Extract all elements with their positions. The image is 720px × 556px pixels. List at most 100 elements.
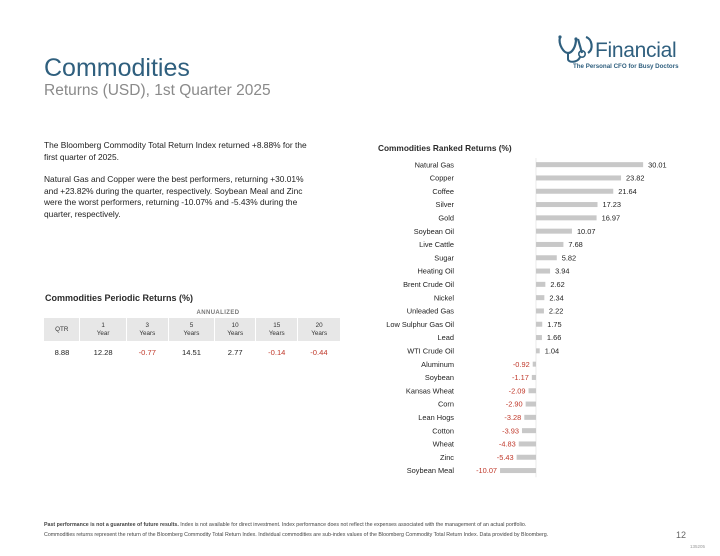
value-label-copper: 23.82 — [626, 174, 645, 183]
ranked-returns-chart: Natural Gas 30.01 Copper 23.82 Coffee 21.64 Si… — [386, 158, 667, 478]
category-label-kansas-wheat: Kansas Wheat — [406, 386, 454, 395]
category-label-corn: Corn — [438, 400, 454, 409]
category-label-natural-gas: Natural Gas — [415, 160, 455, 169]
bar-live-cattle — [536, 241, 564, 247]
header-qtr: QTR — [44, 318, 81, 341]
bar-aluminum — [532, 361, 536, 367]
table-row: 8.88 12.28 -0.77 14.51 2.77 -0.14 -0.44 — [44, 341, 340, 363]
category-label-heating-oil: Heating Oil — [417, 267, 454, 276]
value-20-years: -0.44 — [310, 347, 328, 357]
bar-heating-oil — [536, 268, 551, 274]
category-label-zinc: Zinc — [440, 453, 454, 462]
document-id: 135205 — [690, 544, 706, 549]
value-5-years: 14.51 — [181, 347, 201, 357]
value-label-wheat: -4.83 — [499, 440, 516, 449]
value-label-cotton: -3.93 — [502, 426, 519, 435]
disclaimer-line-2: Commodities returns represent the return… — [44, 532, 549, 538]
category-label-low-sulphur-gas-oil: Low Sulphur Gas Oil — [386, 320, 454, 329]
category-label-nickel: Nickel — [434, 293, 454, 302]
intro-paragraph-1: The Bloomberg Commodity Total Return Ind… — [44, 140, 307, 162]
bar-sugar — [536, 255, 557, 261]
value-qtr: 8.88 — [54, 347, 70, 357]
category-label-coffee: Coffee — [432, 187, 454, 196]
category-label-live-cattle: Live Cattle — [419, 240, 454, 249]
value-label-unleaded-gas: 2.22 — [549, 307, 563, 316]
category-label-aluminum: Aluminum — [421, 360, 454, 369]
category-label-wheat: Wheat — [433, 440, 454, 449]
bar-coffee — [536, 188, 614, 194]
header-5-years: 5 Years — [168, 318, 216, 341]
bar-soybean — [531, 374, 536, 380]
bar-soybean-meal — [500, 468, 536, 474]
value-label-soybean: -1.17 — [512, 373, 529, 382]
bar-soybean-oil — [536, 228, 572, 234]
header-3-years: 3 Years — [126, 318, 169, 341]
bar-gold — [536, 215, 597, 221]
value-label-zinc: -5.43 — [497, 453, 514, 462]
page-title: Commodities — [44, 54, 190, 82]
category-label-sugar: Sugar — [434, 253, 454, 262]
company-logo: Financial The Personal CFO for Busy Doct… — [554, 33, 684, 75]
logo-wordmark: Financial — [595, 39, 677, 62]
value-label-lean-hogs: -3.28 — [504, 413, 521, 422]
header-10-years: 10 Years — [214, 318, 257, 341]
value-label-wti-crude-oil: 1.04 — [545, 346, 559, 355]
value-label-live-cattle: 7.68 — [568, 240, 582, 249]
value-label-kansas-wheat: -2.09 — [509, 386, 526, 395]
value-label-heating-oil: 3.94 — [555, 267, 569, 276]
bar-unleaded-gas — [536, 308, 544, 314]
bar-lean-hogs — [524, 414, 536, 420]
bar-lead — [536, 335, 542, 341]
category-label-soybean-oil: Soybean Oil — [414, 227, 455, 236]
value-label-soybean-oil: 10.07 — [577, 227, 596, 236]
value-label-coffee: 21.64 — [618, 187, 637, 196]
value-10-years: 2.77 — [227, 347, 243, 357]
category-label-copper: Copper — [430, 174, 455, 183]
page-number: 12 — [676, 530, 687, 540]
bar-zinc — [516, 454, 536, 460]
disclaimer-rest: Index is not available for direct invest… — [178, 522, 527, 528]
category-label-cotton: Cotton — [432, 426, 454, 435]
value-label-brent-crude-oil: 2.62 — [550, 280, 564, 289]
value-label-soybean-meal: -10.07 — [476, 466, 497, 475]
bar-wti-crude-oil — [536, 348, 540, 354]
intro-text: The Bloomberg Commodity Total Return Ind… — [44, 140, 312, 221]
chart-title: Commodities Ranked Returns (%) — [378, 143, 512, 153]
value-label-natural-gas: 30.01 — [648, 160, 667, 169]
value-label-nickel: 2.34 — [549, 293, 563, 302]
bar-cotton — [521, 428, 536, 434]
category-label-brent-crude-oil: Brent Crude Oil — [403, 280, 454, 289]
category-label-wti-crude-oil: WTI Crude Oil — [407, 346, 454, 355]
disclaimer-bold: Past performance is not a guarantee of f… — [44, 522, 179, 528]
stethoscope-logo-icon — [558, 35, 593, 63]
category-label-silver: Silver — [436, 200, 455, 209]
category-label-gold: Gold — [438, 213, 454, 222]
table-header-row: QTR 1 Year 3 Years 5 Years 10 Years 15 Years … — [44, 318, 340, 341]
value-3-years: -0.77 — [138, 347, 156, 357]
value-1-year: 12.28 — [93, 347, 113, 357]
bar-brent-crude-oil — [536, 281, 546, 287]
category-label-unleaded-gas: Unleaded Gas — [407, 307, 455, 316]
logo-tagline: The Personal CFO for Busy Doctors — [573, 63, 679, 70]
value-label-silver: 17.23 — [603, 200, 622, 209]
bar-natural-gas — [536, 162, 644, 168]
bar-silver — [536, 202, 598, 208]
value-label-gold: 16.97 — [602, 213, 621, 222]
intro-paragraph-2: Natural Gas and Copper were the best per… — [44, 174, 304, 219]
category-label-soybean-meal: Soybean Meal — [407, 466, 455, 475]
page-subtitle: Returns (USD), 1st Quarter 2025 — [44, 82, 271, 99]
value-label-corn: -2.90 — [506, 400, 523, 409]
bar-nickel — [536, 295, 545, 301]
value-label-low-sulphur-gas-oil: 1.75 — [547, 320, 561, 329]
bar-kansas-wheat — [528, 388, 536, 394]
bar-low-sulphur-gas-oil — [536, 321, 543, 327]
bar-copper — [536, 175, 622, 181]
header-1-year: 1 Year — [79, 318, 127, 341]
bar-corn — [525, 401, 536, 407]
header-20-years: 20 Years — [297, 318, 340, 341]
value-15-years: -0.14 — [268, 347, 286, 357]
header-15-years: 15 Years — [255, 318, 299, 341]
category-label-lean-hogs: Lean Hogs — [418, 413, 454, 422]
category-label-lead: Lead — [438, 333, 454, 342]
value-label-lead: 1.66 — [547, 333, 561, 342]
